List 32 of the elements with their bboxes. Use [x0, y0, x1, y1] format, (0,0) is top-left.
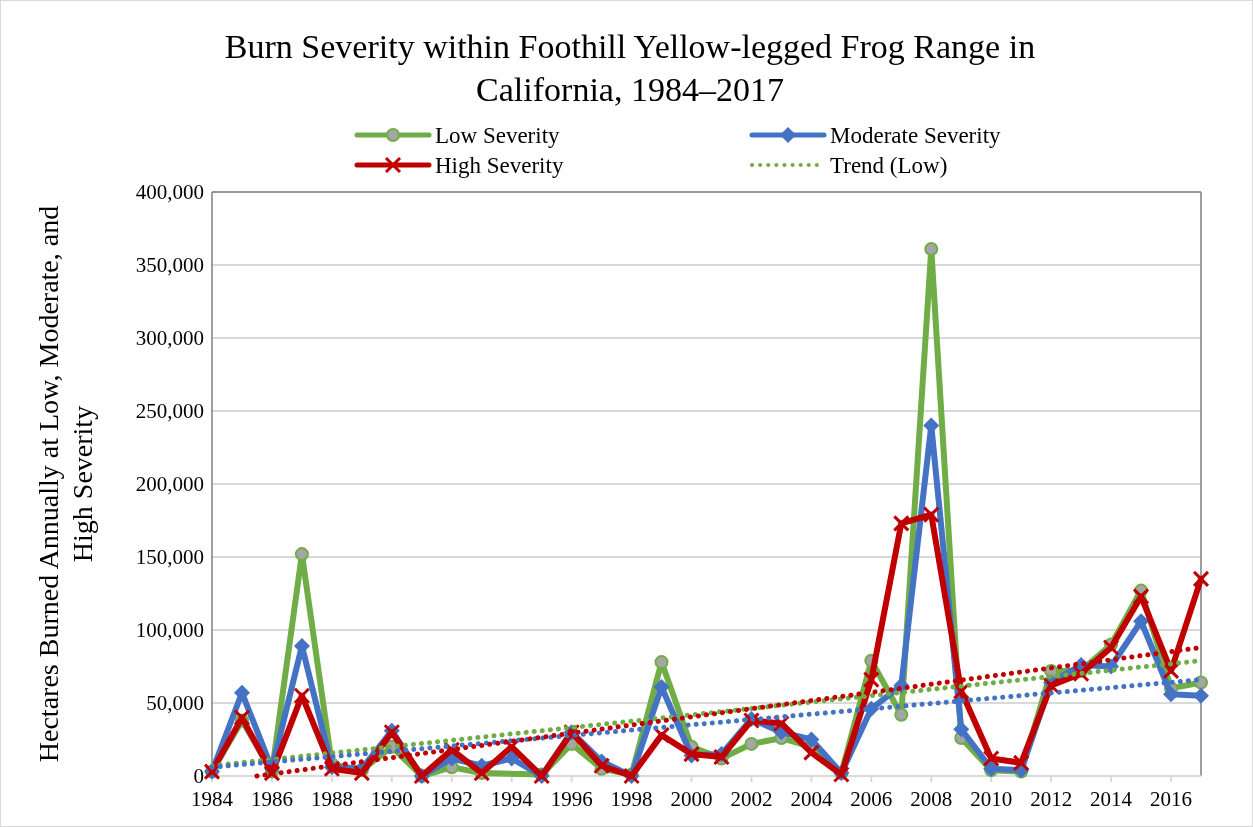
x-tick-label: 2012 [1030, 787, 1073, 811]
legend-label: Moderate Severity [830, 123, 1002, 148]
x-tick-label: 2004 [790, 787, 833, 811]
legend-label: Low Severity [435, 123, 561, 148]
x-tick-label: 2002 [730, 787, 773, 811]
x-tick-label: 1986 [250, 787, 293, 811]
x-tick-label: 2008 [910, 787, 953, 811]
x-tick-label: 1988 [310, 787, 353, 811]
y-tick-label: 300,000 [135, 326, 204, 350]
x-tick-label: 1994 [490, 787, 534, 811]
y-tick-label: 200,000 [135, 472, 204, 496]
y-tick-label: 0 [193, 764, 204, 788]
x-tick-label: 2014 [1090, 787, 1133, 811]
x-tick-label: 2000 [670, 787, 713, 811]
x-tick-label: 1984 [191, 787, 234, 811]
x-tick-label: 1992 [430, 787, 473, 811]
y-tick-label: 350,000 [135, 253, 204, 277]
chart-title: Burn Severity within Foothill Yellow-legged Frog Range in California, 1984–2017 [224, 28, 1036, 108]
x-tick-label: 2006 [850, 787, 893, 811]
y-tick-label: 400,000 [135, 180, 204, 204]
y-tick-label: 250,000 [135, 399, 204, 423]
legend-label: Trend (Low) [830, 153, 948, 178]
y-tick-label: 50,000 [146, 691, 204, 715]
x-tick-label: 2016 [1150, 787, 1193, 811]
x-tick-label: 1998 [610, 787, 653, 811]
y-tick-label: 100,000 [135, 618, 204, 642]
x-tick-label: 1990 [370, 787, 413, 811]
x-tick-label: 1996 [550, 787, 593, 811]
legend-label: High Severity [435, 153, 564, 178]
y-tick-label: 150,000 [135, 545, 204, 569]
x-tick-label: 2010 [970, 787, 1013, 811]
y-axis-title: Hectares Burned Annually at Low, Moderate, and High Severity [33, 205, 98, 763]
